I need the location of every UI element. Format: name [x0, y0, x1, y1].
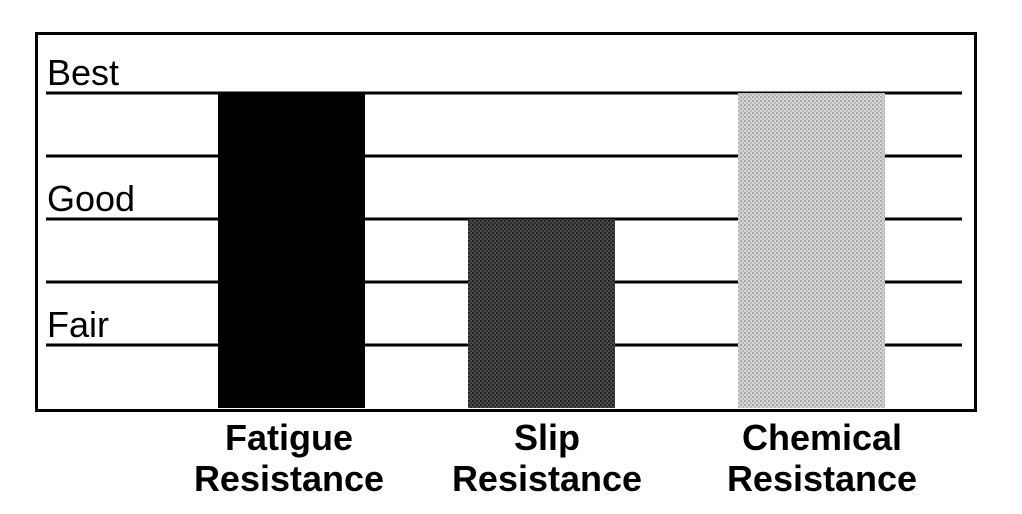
level-label: Fair [47, 304, 109, 345]
level-label: Best [47, 52, 119, 93]
category-label-line: Chemical [742, 417, 902, 458]
bar [218, 93, 365, 408]
category-label-line: Slip [514, 417, 580, 458]
bar [468, 219, 615, 408]
bar [738, 93, 885, 408]
category-label: Chemical Resistance [727, 417, 917, 499]
category-label: Fatigue Resistance [194, 417, 384, 499]
level-label: Good [47, 178, 135, 219]
category-label-line: Resistance [452, 458, 642, 499]
category-label-line: Resistance [194, 458, 384, 499]
category-label-line: Resistance [727, 458, 917, 499]
category-label-line: Fatigue [225, 417, 353, 458]
bars [218, 93, 885, 408]
level-labels: Fair Good Best [47, 52, 135, 345]
category-label: Slip Resistance [452, 417, 642, 499]
